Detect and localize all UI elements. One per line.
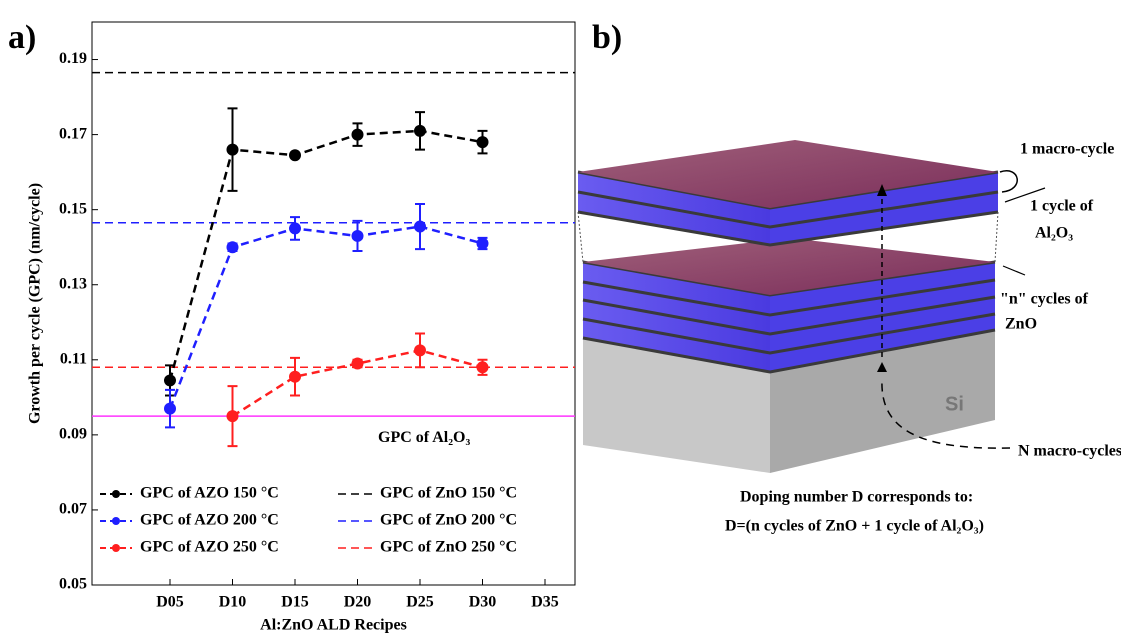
caption: Doping number D corresponds to:	[740, 489, 973, 506]
block-top	[578, 140, 998, 208]
x-tick-label: D35	[531, 594, 559, 611]
y-tick-label: 0.19	[59, 50, 87, 67]
x-tick-label: D05	[156, 594, 184, 611]
annotation: GPC of Al₂O₃	[378, 429, 470, 446]
data-point	[351, 229, 364, 242]
data-point	[289, 149, 301, 162]
annotation: Al₂O₃	[1035, 225, 1073, 242]
data-point	[476, 361, 489, 374]
y-tick-label: 0.05	[59, 576, 87, 593]
caption: D=(n cycles of ZnO + 1 cycle of Al₂O₃)	[725, 518, 984, 535]
data-point	[164, 374, 176, 387]
x-tick-label: D25	[406, 594, 434, 611]
chart: 0.05 0.07 0.09 0.11 0.13 0.15 0.17 0.19 D05 D10 D1…	[27, 21, 576, 634]
legend-label: GPC of AZO 200 °C	[140, 512, 279, 529]
data-point	[414, 220, 426, 233]
legend-marker	[112, 490, 120, 498]
stack-top	[583, 238, 995, 295]
panel-label: a)	[8, 19, 36, 56]
data-point	[289, 370, 301, 383]
legend-label: GPC of ZnO 200 °C	[380, 512, 517, 529]
annotation: ZnO	[1005, 316, 1037, 333]
y-tick-label: 0.07	[59, 501, 87, 518]
data-point	[164, 402, 176, 415]
x-axis-label: Al:ZnO ALD Recipes	[260, 617, 407, 634]
x-tick-label: D10	[219, 594, 247, 611]
data-point	[289, 222, 301, 235]
x-tick-label: D20	[344, 594, 372, 611]
legend-marker	[112, 544, 120, 552]
data-point	[226, 143, 239, 156]
annotation: 1 cycle of	[1030, 198, 1094, 215]
x-tick-label: D30	[469, 594, 497, 611]
annotation: N macro-cycles	[1018, 443, 1121, 460]
data-point	[351, 357, 364, 370]
data-point	[414, 344, 426, 357]
y-tick-label: 0.13	[59, 275, 87, 292]
data-point	[351, 128, 364, 141]
legend-label: GPC of AZO 250 °C	[140, 539, 279, 556]
y-tick-label: 0.09	[59, 426, 87, 443]
data-point	[226, 241, 239, 254]
annotation: 1 macro-cycle	[1020, 141, 1114, 158]
data-point	[226, 410, 239, 423]
y-axis-label: Growth per cycle (GPC) (nm/cycle)	[27, 183, 44, 424]
plot-frame	[91, 21, 576, 586]
data-point	[414, 124, 426, 137]
series-line	[168, 225, 483, 410]
diagram: 1 macro-cycle 1 cycle of Al₂O₃ "n" cycle…	[577, 140, 1121, 535]
si-side	[770, 330, 995, 473]
data-point	[476, 136, 489, 149]
x-tick-label: D15	[281, 594, 309, 611]
legend-label: GPC of AZO 150 °C	[140, 485, 279, 502]
legend-marker	[112, 517, 120, 525]
annotation: "n" cycles of	[1000, 291, 1089, 308]
panel-label: b)	[592, 19, 622, 56]
legend-label: GPC of ZnO 150 °C	[380, 485, 517, 502]
y-tick-label: 0.15	[59, 200, 87, 217]
si-front	[583, 338, 770, 473]
data-point	[476, 237, 489, 250]
y-tick-label: 0.17	[59, 125, 87, 142]
substrate-label: Si	[945, 393, 964, 415]
legend-label: GPC of ZnO 250 °C	[380, 539, 517, 556]
y-tick-label: 0.11	[60, 350, 87, 367]
series-line	[168, 129, 483, 381]
